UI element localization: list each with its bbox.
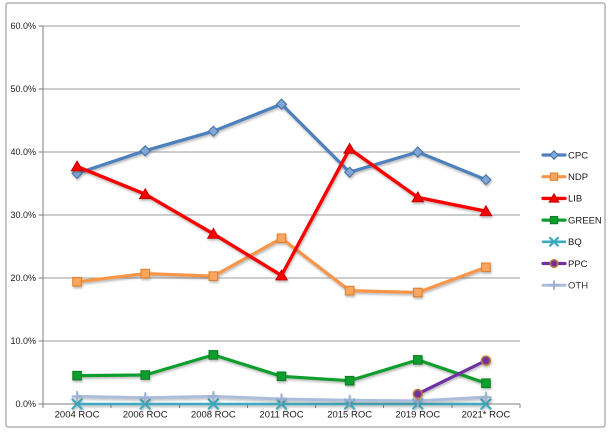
series-marker-GREEN xyxy=(276,371,287,382)
legend-item-CPC: CPC xyxy=(541,150,588,161)
legend-label-PPC: PPC xyxy=(568,259,588,270)
series-marker-GREEN xyxy=(481,378,491,389)
series-marker-CPC xyxy=(480,174,492,186)
y-axis-tick-label: 0.0% xyxy=(15,399,36,409)
series-marker-CPC xyxy=(275,98,288,110)
legend-item-GREEN: GREEN xyxy=(541,215,602,226)
legend-item-BQ: BQ xyxy=(541,236,582,248)
series-marker-LIB xyxy=(274,269,289,281)
x-axis-category-label: 2011 ROC xyxy=(259,410,303,421)
legend-item-PPC: PPC xyxy=(541,258,588,270)
series-marker-OTH xyxy=(549,280,559,291)
series-marker-CPC xyxy=(549,150,559,160)
series-marker-PPC xyxy=(549,258,559,269)
series-marker-BQ xyxy=(207,398,220,410)
series-marker-NDP xyxy=(72,276,82,287)
series-marker-NDP xyxy=(412,287,423,298)
y-axis-tick-label: 60.0% xyxy=(10,21,36,31)
y-axis-tick-label: 40.0% xyxy=(10,147,36,157)
series-marker-BQ xyxy=(139,398,151,410)
series-marker-CPC xyxy=(343,166,356,178)
series-OTH xyxy=(71,390,492,407)
series-GREEN xyxy=(72,350,491,389)
series-marker-GREEN xyxy=(208,350,219,360)
series-NDP xyxy=(72,233,491,298)
legend-item-LIB: LIB xyxy=(541,192,582,205)
series-marker-NDP xyxy=(549,172,559,181)
series-marker-NDP xyxy=(208,271,219,281)
legend-item-NDP: NDP xyxy=(541,172,588,183)
x-axis-category-label: 2021* ROC xyxy=(462,410,511,421)
series-marker-LIB xyxy=(70,160,84,172)
legend-label-BQ: BQ xyxy=(568,237,582,248)
series-marker-GREEN xyxy=(140,370,151,380)
series-marker-PPC xyxy=(412,388,423,400)
series-marker-BQ xyxy=(71,398,83,410)
y-axis-labels: 0.0% 10.0% 20.0% 30.0% 40.0% 50.0% 60.0% xyxy=(10,21,36,409)
series-marker-BQ xyxy=(548,236,560,247)
legend-item-OTH: OTH xyxy=(541,280,588,292)
series-marker-GREEN xyxy=(344,375,355,386)
series-CPC xyxy=(71,98,492,186)
y-axis-tick-label: 50.0% xyxy=(10,84,36,94)
series-marker-GREEN xyxy=(72,370,82,381)
series-marker-OTH xyxy=(344,394,356,406)
y-axis-tick-label: 30.0% xyxy=(10,210,36,220)
series-marker-LIB xyxy=(548,192,560,203)
series-marker-CPC xyxy=(207,125,220,137)
series-marker-NDP xyxy=(140,268,151,279)
x-axis-category-label: 2008 ROC xyxy=(191,410,236,421)
series-marker-NDP xyxy=(481,262,491,273)
series-marker-OTH xyxy=(71,390,83,403)
series-marker-BQ xyxy=(480,398,492,410)
series-marker-PPC xyxy=(480,355,492,366)
x-axis-category-label: 2019 ROC xyxy=(395,410,440,421)
series-marker-OTH xyxy=(275,393,288,405)
y-axis-tick-label: 10.0% xyxy=(10,336,36,346)
series-marker-LIB xyxy=(206,227,220,239)
x-axis-labels: 2004 ROC 2006 ROC 2008 ROC 2011 ROC 2015 ROC… xyxy=(55,410,511,421)
series-marker-GREEN xyxy=(412,355,423,365)
x-axis-category-label: 2006 ROC xyxy=(123,410,168,421)
series-marker-CPC xyxy=(412,146,424,158)
legend-label-NDP: NDP xyxy=(568,172,588,183)
series-LIB xyxy=(70,142,493,281)
series-marker-NDP xyxy=(276,233,287,244)
legend-label-LIB: LIB xyxy=(568,194,582,205)
legend-label-GREEN: GREEN xyxy=(568,215,602,226)
series-line-PPC xyxy=(416,358,488,396)
series-marker-LIB xyxy=(343,142,357,154)
y-axis-tick-label: 20.0% xyxy=(10,273,36,283)
series-marker-LIB xyxy=(479,204,493,217)
legend-label-CPC: CPC xyxy=(568,150,588,161)
series-marker-GREEN xyxy=(549,215,559,225)
series-marker-OTH xyxy=(207,390,219,403)
series-marker-LIB xyxy=(138,187,152,200)
x-axis-category-label: 2004 ROC xyxy=(55,410,100,421)
series-marker-OTH xyxy=(480,391,492,403)
series-marker-CPC xyxy=(139,145,151,157)
series-PPC xyxy=(412,355,492,400)
series-marker-OTH xyxy=(139,392,151,404)
legend: CPC NDP LIB GREEN BQ PPC OTH xyxy=(541,150,602,292)
x-axis-category-label: 2015 ROC xyxy=(327,410,372,421)
legend-label-OTH: OTH xyxy=(568,281,588,292)
series-marker-NDP xyxy=(344,285,355,296)
series-marker-LIB xyxy=(411,190,425,203)
